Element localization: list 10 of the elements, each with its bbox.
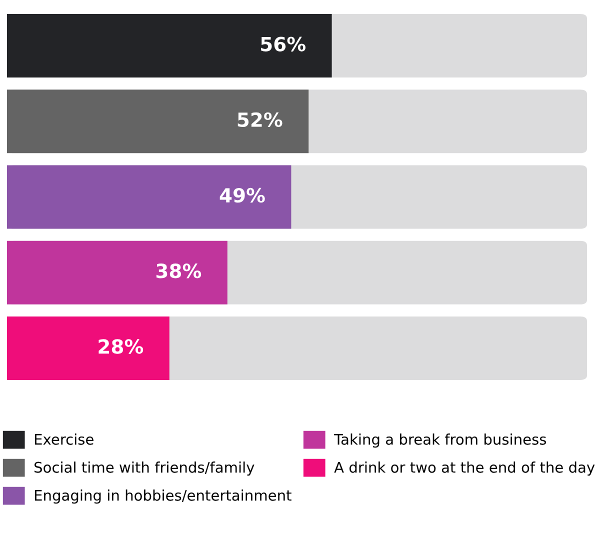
data-label: 56%: [261, 36, 306, 52]
data-label: 38%: [156, 264, 202, 278]
legend-label: Social time with friends/family: [34, 462, 254, 476]
data-label: 52%: [238, 112, 282, 128]
legend-label: Exercise: [34, 434, 94, 445]
legend-label: Engaging in hobbies/entertainment: [34, 490, 292, 504]
legend-label: Taking a break from business: [334, 434, 546, 448]
legend-label: A drink or two at the end of the day: [334, 462, 595, 476]
data-label: 49%: [220, 188, 265, 203]
data-label: 28%: [98, 339, 144, 354]
